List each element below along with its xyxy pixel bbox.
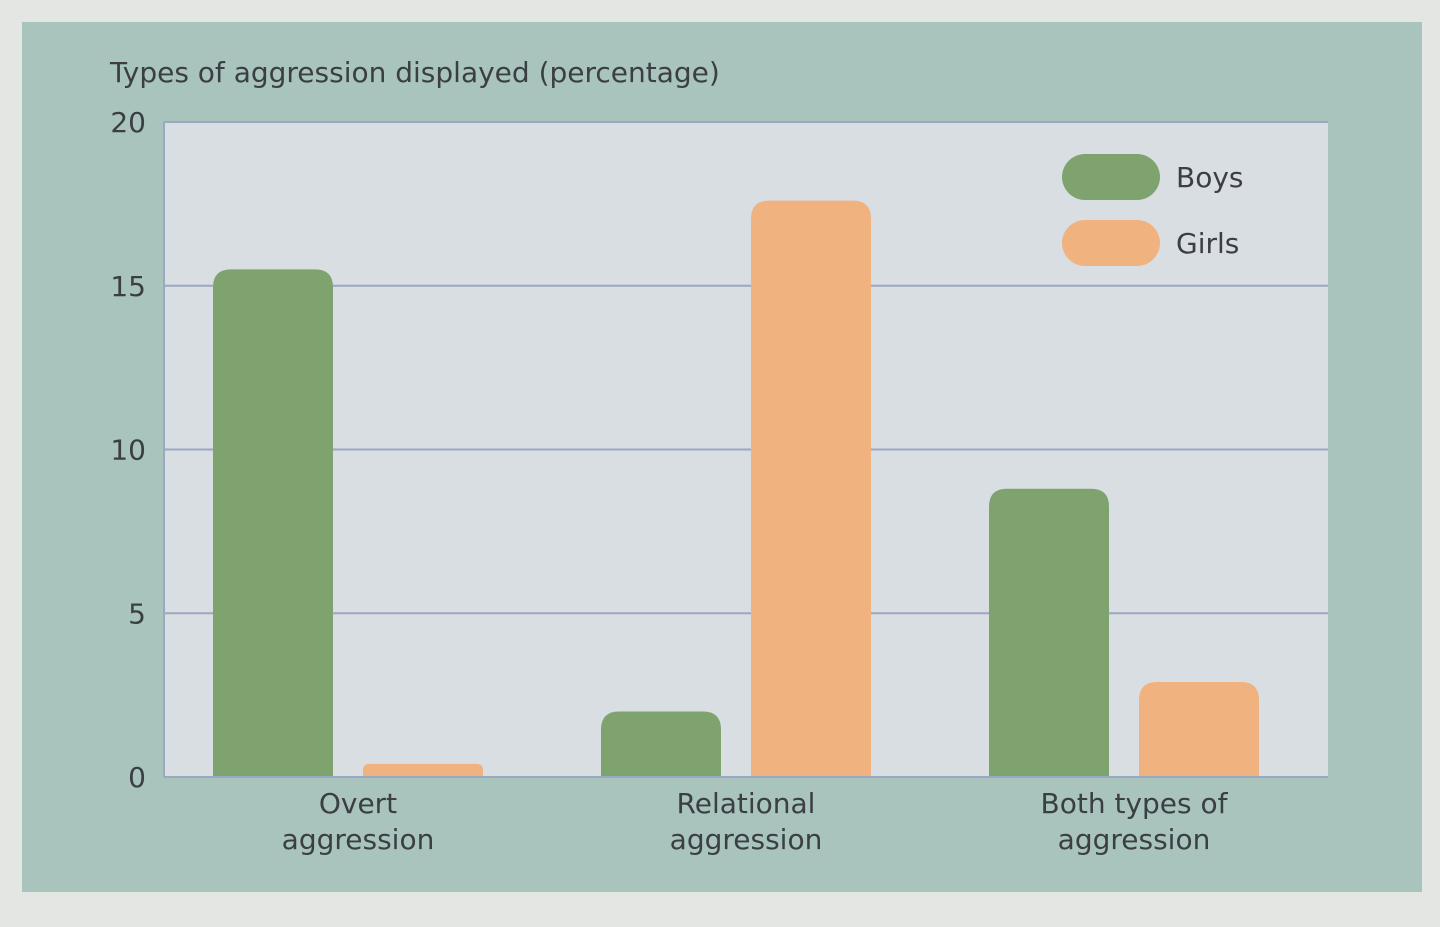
bar-boys-2 xyxy=(989,488,1109,777)
category-label-line: Both types of xyxy=(1041,787,1229,820)
bar-girls-0 xyxy=(363,763,483,777)
legend-label-boys: Boys xyxy=(1176,161,1244,194)
legend-label-girls: Girls xyxy=(1176,227,1239,260)
category-label: Relational aggression xyxy=(670,787,823,856)
chart-frame: 0 5 10 15 20 Overt aggression Relational aggres… xyxy=(22,22,1422,892)
category-label-line: aggression xyxy=(282,823,435,856)
bar-boys-1 xyxy=(601,711,721,777)
y-axis-title: Types of aggression displayed (percentag… xyxy=(109,56,720,89)
legend-swatch-boys xyxy=(1062,154,1160,200)
legend-swatch-girls xyxy=(1062,220,1160,266)
category-label-line: Relational xyxy=(677,787,816,820)
y-tick-label: 5 xyxy=(128,597,146,630)
category-label-line: aggression xyxy=(670,823,823,856)
y-tick-label: 0 xyxy=(128,761,146,794)
y-tick-labels: 0 5 10 15 20 xyxy=(110,106,146,794)
bar-boys-0 xyxy=(213,269,333,777)
gridlines xyxy=(164,121,1328,615)
legend: Boys Girls xyxy=(1062,154,1244,266)
category-label-line: aggression xyxy=(1058,823,1211,856)
y-tick-label: 10 xyxy=(110,434,146,467)
y-tick-label: 15 xyxy=(110,270,146,303)
bars xyxy=(213,200,1259,778)
bar-girls-2 xyxy=(1139,682,1259,777)
bar-girls-1 xyxy=(751,200,871,778)
category-label: Both types of aggression xyxy=(1041,787,1229,856)
y-tick-label: 20 xyxy=(110,106,146,139)
category-label-line: Overt xyxy=(319,787,397,820)
category-label: Overt aggression xyxy=(282,787,435,856)
